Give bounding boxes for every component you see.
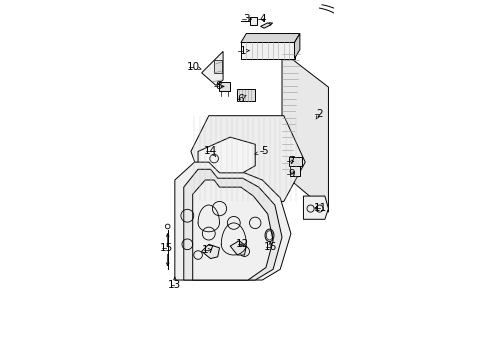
Polygon shape bbox=[249, 18, 257, 24]
Text: 3: 3 bbox=[243, 14, 249, 23]
Polygon shape bbox=[219, 82, 230, 91]
Text: 13: 13 bbox=[168, 280, 181, 291]
Text: 11: 11 bbox=[313, 203, 326, 213]
Polygon shape bbox=[175, 162, 290, 280]
Polygon shape bbox=[241, 42, 294, 59]
Polygon shape bbox=[201, 244, 219, 258]
Polygon shape bbox=[290, 166, 299, 176]
Polygon shape bbox=[214, 60, 222, 73]
Polygon shape bbox=[294, 33, 299, 59]
Text: 15: 15 bbox=[160, 243, 173, 253]
Polygon shape bbox=[201, 51, 223, 85]
Text: 4: 4 bbox=[259, 14, 265, 23]
Text: 12: 12 bbox=[236, 239, 249, 249]
Text: 8: 8 bbox=[215, 81, 222, 91]
Text: 7: 7 bbox=[287, 157, 294, 166]
Text: 2: 2 bbox=[316, 109, 322, 119]
Polygon shape bbox=[230, 241, 246, 255]
Text: 9: 9 bbox=[288, 168, 294, 179]
Text: 14: 14 bbox=[203, 146, 217, 156]
Polygon shape bbox=[260, 23, 271, 28]
Polygon shape bbox=[192, 180, 272, 280]
Text: 1: 1 bbox=[239, 46, 245, 56]
Text: 5: 5 bbox=[260, 147, 267, 157]
Polygon shape bbox=[288, 157, 301, 166]
Polygon shape bbox=[198, 137, 255, 180]
Polygon shape bbox=[190, 116, 305, 202]
Polygon shape bbox=[237, 89, 255, 102]
Text: 16: 16 bbox=[263, 242, 276, 252]
Text: 17: 17 bbox=[202, 245, 215, 255]
Polygon shape bbox=[183, 169, 282, 280]
Text: 6: 6 bbox=[237, 94, 244, 104]
Polygon shape bbox=[241, 33, 299, 42]
Polygon shape bbox=[303, 196, 328, 219]
Text: 10: 10 bbox=[187, 62, 200, 72]
Polygon shape bbox=[282, 51, 328, 212]
